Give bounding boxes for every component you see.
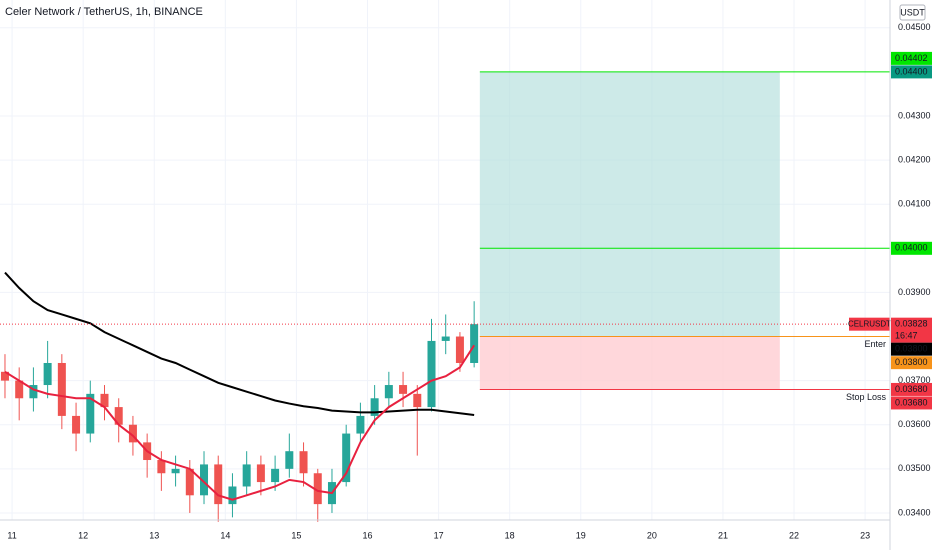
candle-body xyxy=(256,464,265,483)
moving-average xyxy=(4,344,475,501)
price-label: 0.04000 xyxy=(895,243,928,253)
price-label: 0.04400 xyxy=(895,66,928,76)
y-tick-label: 0.03600 xyxy=(898,419,931,429)
chart-title: Celer Network / TetherUS, 1h, BINANCE xyxy=(5,6,203,18)
x-tick-label: 20 xyxy=(647,530,657,540)
currency[interactable]: USDT xyxy=(900,7,925,17)
x-tick-label: 13 xyxy=(149,530,159,540)
candle-body xyxy=(455,336,464,363)
candle-body xyxy=(356,415,365,434)
candle-body xyxy=(15,380,24,399)
moving-average xyxy=(4,271,475,417)
price-label-box xyxy=(891,65,932,79)
y-tick-label: 0.03400 xyxy=(898,507,931,517)
candle-body xyxy=(299,451,308,474)
y-tick-label: 0.03700 xyxy=(898,375,931,385)
y-tick-label: 0.04500 xyxy=(898,22,931,32)
profit-zone xyxy=(479,71,780,337)
candle-body xyxy=(57,362,66,416)
candle-body xyxy=(228,486,237,505)
candle-body xyxy=(157,460,166,474)
candle-body xyxy=(242,464,251,487)
candle-body xyxy=(470,324,479,363)
price-label-box xyxy=(891,356,932,370)
candle-body xyxy=(29,385,38,399)
candle-body xyxy=(271,468,280,483)
countdown: 16:47 xyxy=(895,331,918,341)
x-tick-label: 16 xyxy=(363,530,373,540)
x-tick-label: 12 xyxy=(78,530,88,540)
candle-body xyxy=(214,464,223,505)
candle-body xyxy=(128,424,137,443)
price-label-box xyxy=(891,241,932,255)
y-tick-label: 0.04300 xyxy=(898,110,931,120)
x-tick-label: 17 xyxy=(434,530,444,540)
candle-body xyxy=(384,385,393,399)
price-label: 0.03800 xyxy=(895,357,928,367)
y-tick-label: 0.04200 xyxy=(898,154,931,164)
x-tick-label: 23 xyxy=(860,530,870,540)
price-label-box xyxy=(891,382,932,396)
x-tick-label: 15 xyxy=(291,530,301,540)
y-tick-label: 0.04100 xyxy=(898,199,931,209)
candle-body xyxy=(72,415,81,434)
candle-body xyxy=(342,433,351,483)
candle-body xyxy=(43,362,52,386)
x-tick-label: 11 xyxy=(7,530,16,540)
price-label: 0.04402 xyxy=(895,53,928,63)
candle-body xyxy=(427,340,436,408)
price-label-box xyxy=(891,51,932,65)
price-label: 0.03680 xyxy=(895,397,928,407)
candle-body xyxy=(200,464,209,496)
candle-body xyxy=(441,336,450,341)
candle-body xyxy=(285,451,294,469)
stop-text: Stop Loss xyxy=(846,392,887,402)
entry-text: Enter xyxy=(864,339,886,349)
candle-body xyxy=(86,393,95,434)
price-label-box xyxy=(891,342,932,356)
price-label-box xyxy=(891,396,932,410)
last-price-box xyxy=(891,317,932,343)
x-tick-label: 21 xyxy=(718,530,728,540)
symbol-box xyxy=(849,317,890,331)
candle-body xyxy=(370,398,379,416)
price-label: 0.03680 xyxy=(895,384,928,394)
x-tick-label: 14 xyxy=(220,530,230,540)
candle-body xyxy=(114,407,123,425)
candle-body xyxy=(399,385,408,394)
x-tick-label: 19 xyxy=(576,530,586,540)
y-tick-label: 0.03500 xyxy=(898,463,931,473)
x-tick-label: 18 xyxy=(505,530,515,540)
loss-zone xyxy=(479,336,780,390)
candle-body xyxy=(313,473,322,505)
x-tick-label: 22 xyxy=(789,530,799,540)
candle-body xyxy=(171,468,180,474)
last-price-label: 0.03828 xyxy=(895,319,928,329)
candle-body xyxy=(185,468,194,496)
y-tick-label: 0.03900 xyxy=(898,287,931,297)
symbol-label: CELRUSDT xyxy=(848,319,891,328)
candle-body xyxy=(100,393,109,408)
price-label: 0.03800 xyxy=(895,344,928,354)
candle-body xyxy=(413,393,422,408)
currency-box[interactable] xyxy=(899,4,926,21)
candle-body xyxy=(0,371,9,381)
